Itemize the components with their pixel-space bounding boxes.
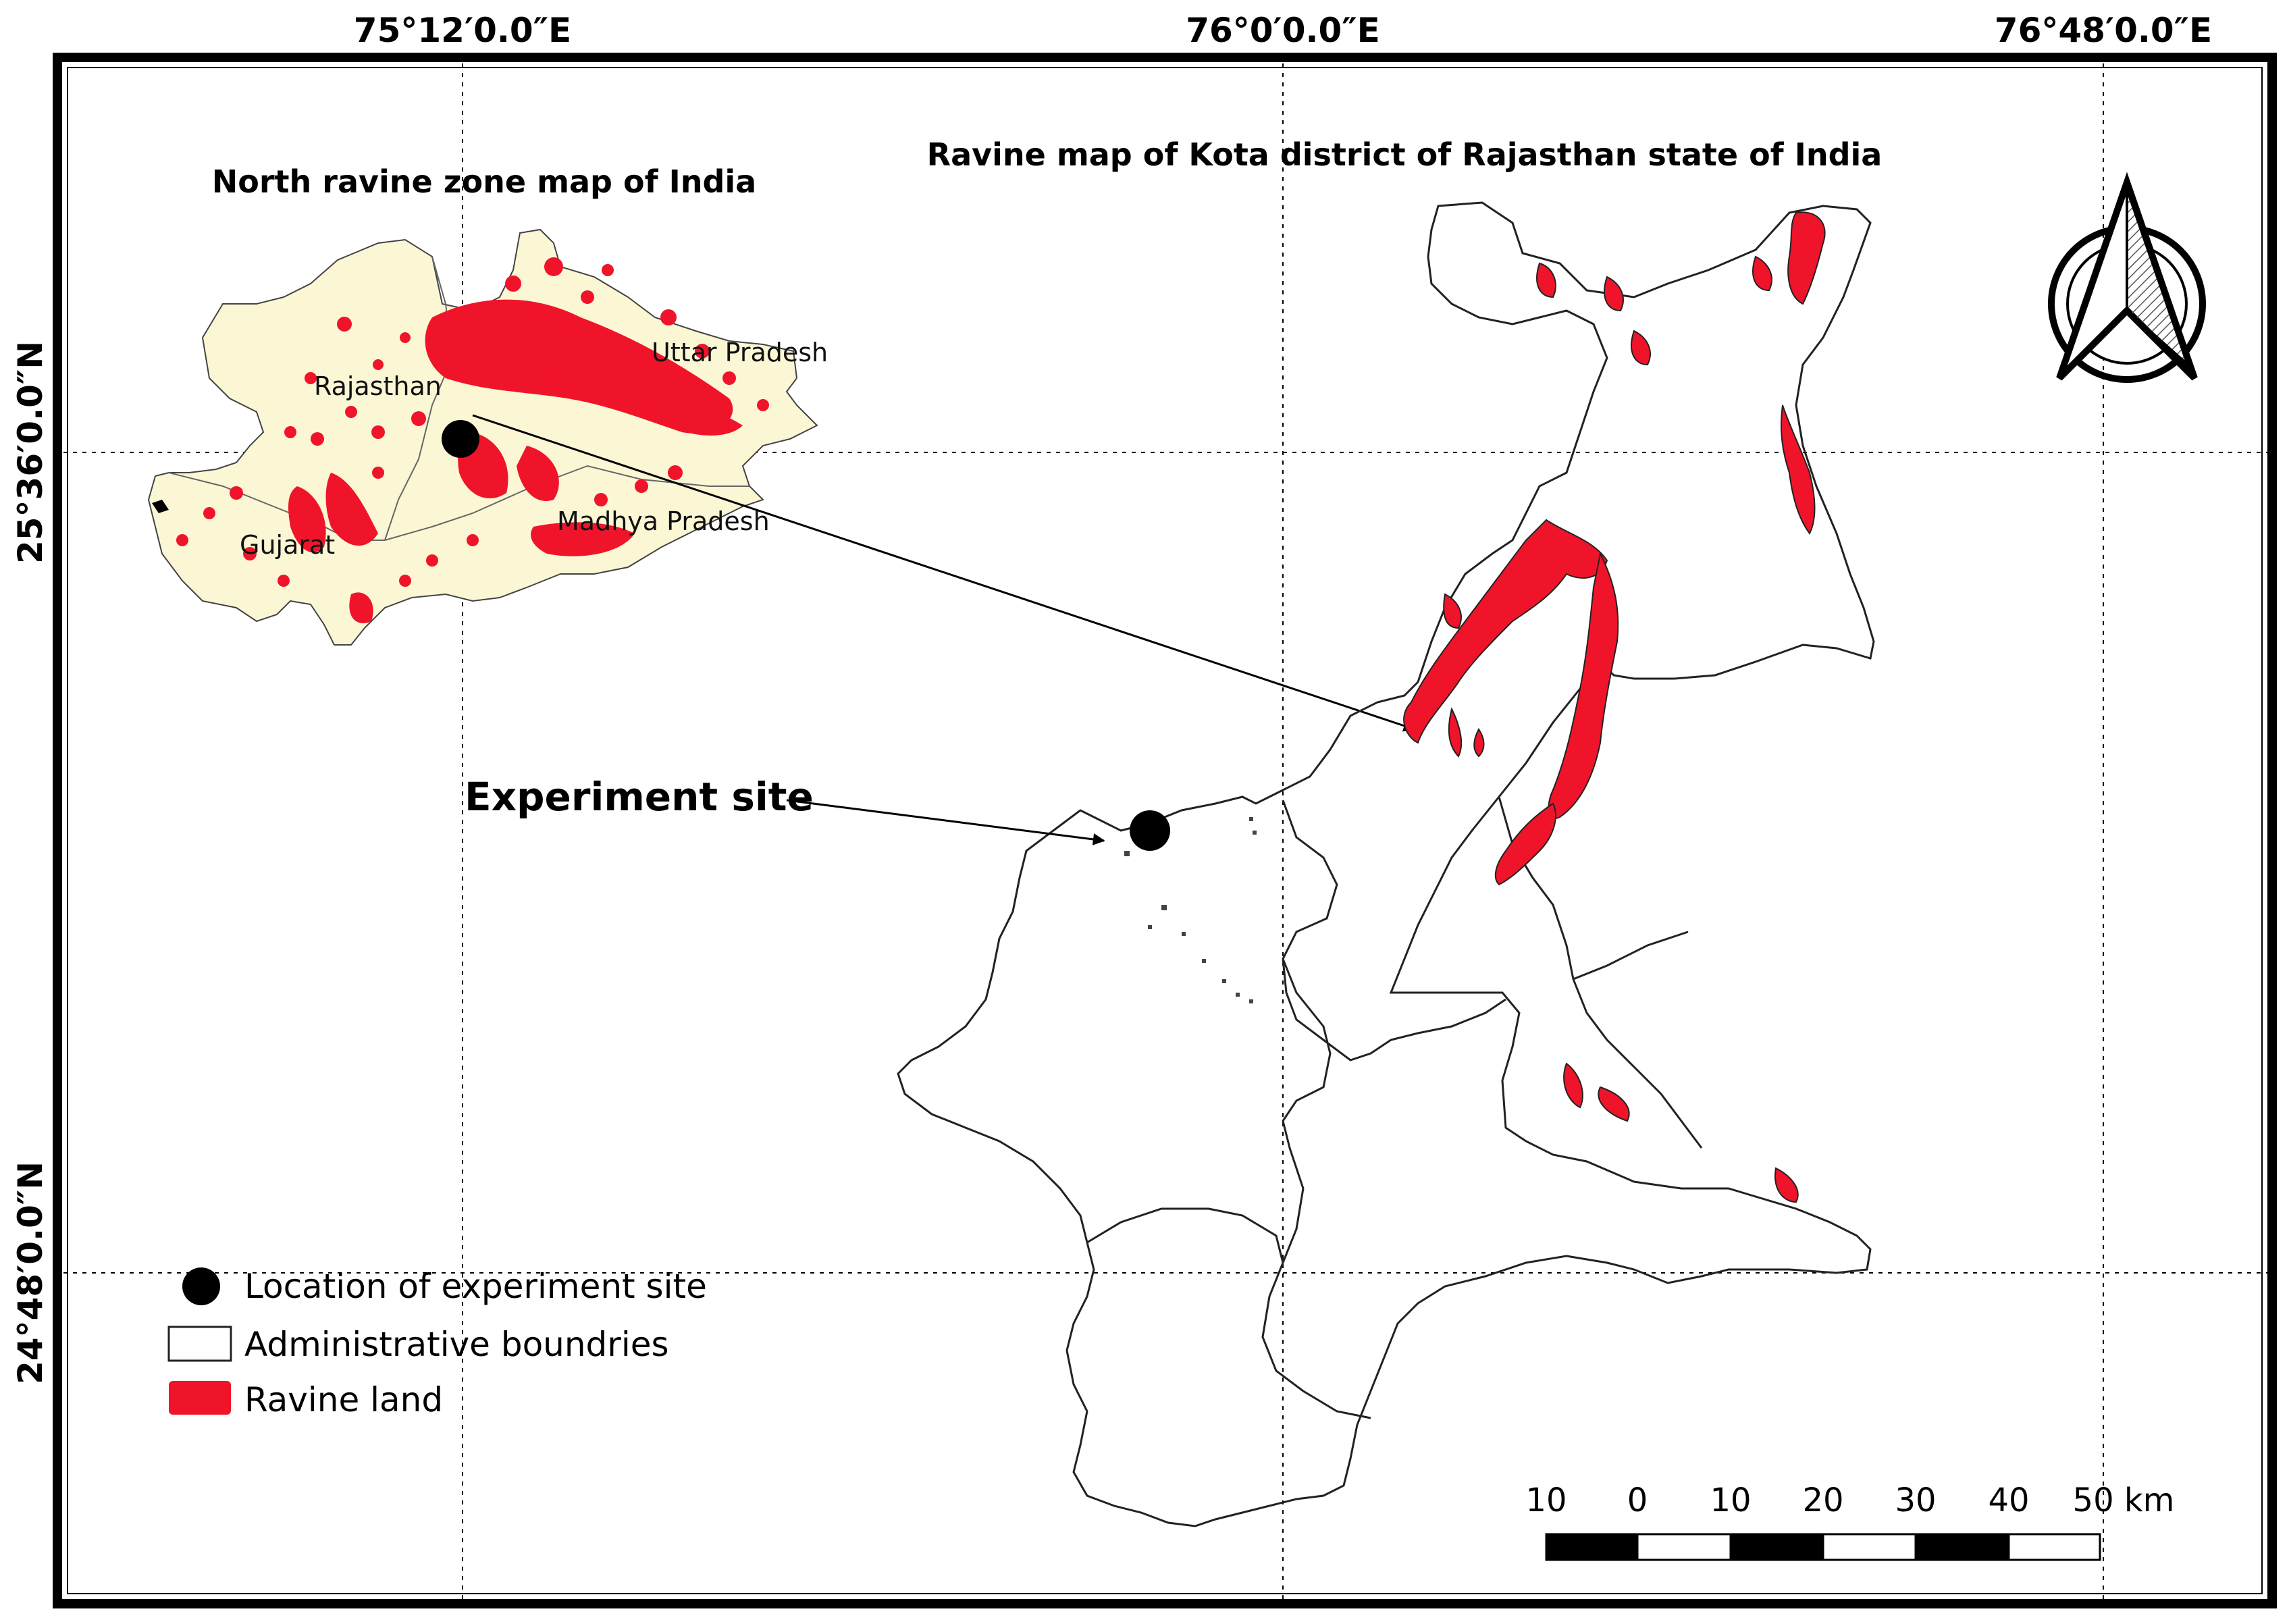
inset-title: North ravine zone map of India — [212, 163, 756, 200]
inset-map: North ravine zone map of India — [147, 163, 828, 646]
scale-tick-label: 30 — [1895, 1482, 1936, 1519]
inset-ravine-patches — [176, 257, 769, 624]
site-arrow — [786, 799, 1105, 845]
scale-tick-label: 10 — [1525, 1482, 1567, 1519]
site-area-specks — [1124, 817, 1257, 1003]
scale-tick-label: 50 km — [2073, 1482, 2175, 1519]
state-label-gujarat: Gujarat — [240, 530, 335, 560]
scale-tick-label: 0 — [1627, 1482, 1648, 1519]
state-label-madhya-pradesh: Madhya Pradesh — [557, 506, 770, 536]
kota-ravine-areas — [1403, 211, 1826, 1203]
lon-label-1: 75°12′0.0″E — [354, 11, 571, 50]
experiment-site-label: Experiment site — [465, 774, 814, 820]
scale-tick-label: 10 — [1710, 1482, 1751, 1519]
map-frame — [53, 53, 2277, 1608]
kota-district — [897, 201, 1875, 1527]
legend-label-ravine: Ravine land — [244, 1380, 443, 1419]
legend-boundary-box — [167, 1326, 232, 1362]
lat-label-1: 25°36′0.0″N — [11, 341, 50, 564]
legend-site-dot — [182, 1267, 220, 1305]
state-label-uttar-pradesh: Uttar Pradesh — [652, 338, 828, 367]
legend-label-site: Location of experiment site — [244, 1267, 707, 1306]
scale-tick-label: 40 — [1988, 1482, 2029, 1519]
experiment-site-marker — [1130, 810, 1170, 851]
north-arrow-icon — [2048, 172, 2206, 383]
lon-label-2: 76°0′0.0″E — [1186, 11, 1380, 50]
lon-label-3: 76°48′0.0″E — [1995, 11, 2212, 50]
scale-bar: 10 0 10 20 30 40 50 km — [1525, 1482, 2175, 1561]
scale-tick-label: 20 — [1802, 1482, 1843, 1519]
legend: Location of experiment site Administrati… — [167, 1267, 707, 1419]
link-arrow — [472, 414, 1416, 732]
state-label-rajasthan: Rajasthan — [314, 371, 442, 401]
legend-label-boundary: Administrative boundries — [244, 1325, 669, 1364]
lat-label-2: 24°48′0.0″N — [11, 1161, 50, 1384]
main-map-title: Ravine map of Kota district of Rajasthan… — [927, 136, 1883, 173]
inset-site-marker — [442, 420, 479, 458]
legend-ravine-box — [169, 1381, 231, 1415]
